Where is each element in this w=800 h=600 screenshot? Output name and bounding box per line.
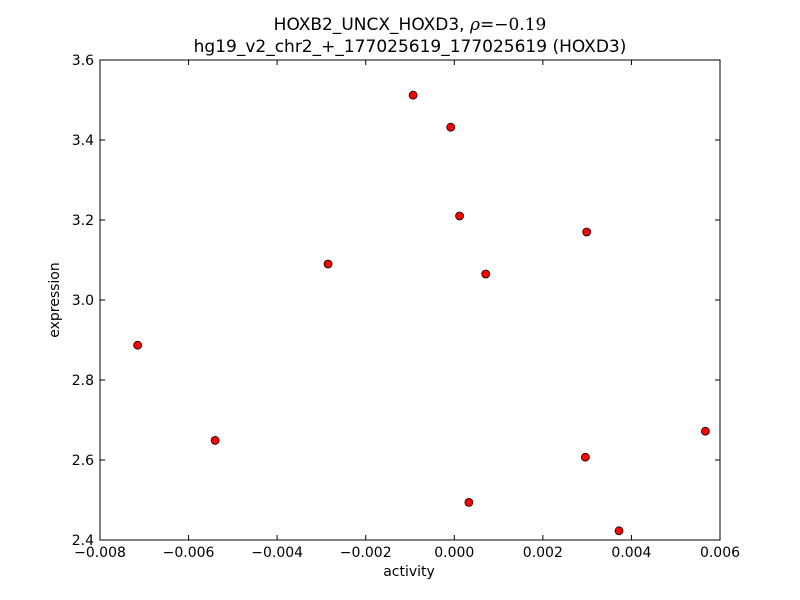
y-tick-label: 3.6 (72, 53, 94, 69)
x-tick-label: 0.002 (523, 545, 563, 561)
x-tick-label: 0.000 (434, 545, 474, 561)
chart-title-line2: hg19_v2_chr2_+_177025619_177025619 (HOXD… (194, 37, 627, 57)
x-tick-label: 0.004 (611, 545, 651, 561)
data-point (455, 211, 465, 221)
data-point (133, 340, 143, 350)
y-tick-label: 2.4 (72, 533, 94, 549)
data-point (700, 426, 710, 436)
y-axis-label: expression (47, 262, 63, 338)
chart-title-prefix: HOXB2_UNCX_HOXD3, (274, 15, 470, 35)
x-tick-label: −0.002 (340, 545, 392, 561)
data-point (323, 259, 333, 269)
x-tick-label: 0.006 (700, 545, 740, 561)
data-point (408, 90, 418, 100)
data-point (210, 435, 220, 445)
x-tick-label: −0.006 (163, 545, 215, 561)
data-point (582, 227, 592, 237)
plot-frame (99, 59, 721, 541)
y-tick-label: 3.4 (72, 133, 94, 149)
y-tick-label: 3.2 (72, 213, 94, 229)
x-tick-label: −0.008 (74, 545, 126, 561)
x-axis-label: activity (383, 564, 435, 580)
data-point (464, 497, 474, 507)
x-tick-label: −0.004 (251, 545, 303, 561)
chart-title-line1: HOXB2_UNCX_HOXD3, ρ=−0.19 (274, 15, 547, 35)
y-tick-label: 2.8 (72, 373, 94, 389)
rho-symbol: ρ (469, 15, 480, 35)
y-tick-label: 3.0 (72, 293, 94, 309)
y-tick-label: 2.6 (72, 453, 94, 469)
rho-value: =−0.19 (480, 15, 546, 35)
data-point (580, 452, 590, 462)
data-point (446, 122, 456, 132)
data-point (614, 526, 624, 536)
plot-area: −0.008 −0.006 −0.004 −0.002 0.000 0.002 0.004 0… (72, 53, 740, 561)
data-point (481, 269, 491, 279)
